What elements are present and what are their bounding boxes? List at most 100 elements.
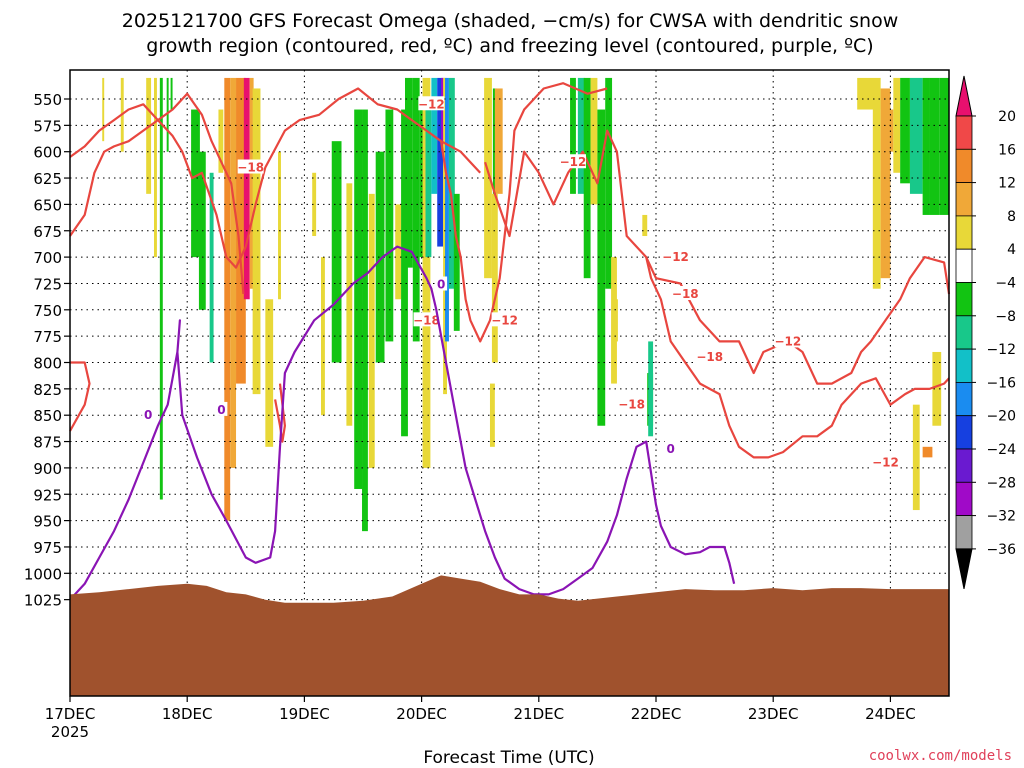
omega-patch xyxy=(252,88,261,395)
colorbar-over-triangle xyxy=(955,75,973,117)
terrain-fill xyxy=(70,575,949,696)
omega-patch xyxy=(422,77,431,468)
dgz-label-bg xyxy=(418,96,445,111)
dgz-label-bg xyxy=(491,312,518,327)
dgz-contour-label: −12 xyxy=(491,313,518,327)
dgz-label-bg xyxy=(774,333,801,348)
omega-patch xyxy=(648,341,654,437)
dgz-contour-label: −18 xyxy=(618,398,645,412)
colorbar-label: −4 xyxy=(995,276,1016,292)
omega-patch xyxy=(900,77,910,184)
y-tick-label: 925 xyxy=(33,486,62,504)
colorbar-segment xyxy=(955,115,973,150)
plot-frame xyxy=(69,69,950,697)
colorbar-segment xyxy=(955,315,973,350)
omega-patch xyxy=(159,77,163,500)
y-tick-label: 625 xyxy=(33,170,62,188)
colorbar-label: 4 xyxy=(1007,242,1016,258)
omega-patch xyxy=(404,77,413,268)
omega-patch xyxy=(153,77,157,258)
dgz-label-bg xyxy=(872,454,899,469)
freezing-contour-label: 0 xyxy=(217,403,225,417)
x-tick-label: 20DEC xyxy=(396,705,447,723)
y-tick-label: 850 xyxy=(33,407,62,425)
dgz-contour-label: −12 xyxy=(418,97,445,111)
colorbar-label: −28 xyxy=(986,475,1016,491)
dgz-label-bg xyxy=(413,312,440,327)
omega-patch xyxy=(872,88,881,289)
colorbar-label: −36 xyxy=(986,542,1016,558)
omega-patch xyxy=(494,88,503,194)
omega-patch xyxy=(146,77,152,194)
omega-shading-layer xyxy=(102,77,949,532)
y-tick-label: 675 xyxy=(33,223,62,241)
colorbar-segment xyxy=(955,481,973,516)
colorbar-segment xyxy=(955,182,973,217)
omega-patch xyxy=(395,204,402,300)
grid-layer xyxy=(70,70,949,696)
chart-title-line2: growth region (contoured, red, ºC) and f… xyxy=(146,35,873,57)
x-tick-label: 17DEC xyxy=(45,705,96,723)
omega-patch xyxy=(613,299,618,342)
freezing-label-bg xyxy=(142,407,155,422)
x-tick-label: 19DEC xyxy=(279,705,330,723)
omega-patch xyxy=(265,299,274,447)
colorbar-segment xyxy=(955,282,973,317)
freezing-label-bg xyxy=(435,276,448,291)
omega-patch xyxy=(102,77,105,142)
freezing-contour-label: 0 xyxy=(437,278,445,292)
dendritic-growth-contours: −12 −18 −12 −12 −18 −12 −18 −12 −18 −12 −18 xyxy=(69,82,951,470)
omega-patch xyxy=(312,172,317,237)
y-tick-label: 700 xyxy=(33,249,62,267)
dgz-label-bg xyxy=(672,285,699,300)
dgz-contour-label: −18 xyxy=(413,313,440,327)
omega-patch xyxy=(243,77,250,300)
y-tick-label: 1025 xyxy=(24,592,62,610)
omega-patch xyxy=(491,193,498,363)
colorbar-label: −12 xyxy=(986,342,1016,358)
omega-patch xyxy=(354,109,363,489)
colorbar-segment xyxy=(955,381,973,417)
omega-patch xyxy=(385,109,394,342)
colorbar-under-triangle xyxy=(955,548,973,589)
omega-patch xyxy=(445,77,449,342)
omega-patch xyxy=(912,404,920,511)
x-tick-label: 22DEC xyxy=(631,705,682,723)
y-axis-ticks: 550 575 600 625 650 675 700 725 750 775 800 825 850 8… xyxy=(24,91,70,610)
dgz-contour-label: −12 xyxy=(774,334,801,348)
colorbar-label: 20 xyxy=(998,109,1016,125)
omega-patch xyxy=(230,77,237,468)
colorbar-label: 16 xyxy=(998,142,1016,158)
omega-patch xyxy=(249,77,254,289)
freezing-contour-line xyxy=(69,245,736,601)
dgz-contour-line xyxy=(484,129,950,459)
omega-patch xyxy=(191,109,200,258)
colorbar-label: 12 xyxy=(998,176,1016,192)
dgz-contour-label: −18 xyxy=(237,161,264,175)
y-tick-label: 1000 xyxy=(24,565,62,583)
omega-patch xyxy=(401,109,408,437)
freezing-label-bg xyxy=(664,440,677,455)
omega-patch xyxy=(570,77,576,194)
omega-patch xyxy=(278,151,281,300)
omega-patch xyxy=(880,88,891,279)
x-tick-label: 18DEC xyxy=(162,705,213,723)
y-tick-label: 900 xyxy=(33,460,62,478)
omega-patch xyxy=(166,77,169,152)
colorbar-label: −8 xyxy=(995,309,1016,325)
omega-patch xyxy=(642,214,648,237)
omega-patch xyxy=(929,77,940,215)
dgz-contour-label: −18 xyxy=(696,350,723,364)
omega-patch xyxy=(939,77,949,215)
dgz-label-bg xyxy=(662,249,689,264)
colorbar-label: −24 xyxy=(986,442,1016,458)
x-axis-ticks: 17DEC 18DEC 19DEC 20DEC 21DEC 22DEC 23DEC 24DEC xyxy=(45,696,916,723)
omega-patch xyxy=(922,77,930,215)
dgz-label-bg xyxy=(559,154,586,169)
omega-patch xyxy=(577,77,585,194)
dgz-contour-line xyxy=(69,361,91,432)
freezing-level-contours: 0 0 0 0 xyxy=(69,245,736,601)
y-tick-label: 550 xyxy=(33,91,62,109)
colorbar-label: −32 xyxy=(986,509,1016,525)
